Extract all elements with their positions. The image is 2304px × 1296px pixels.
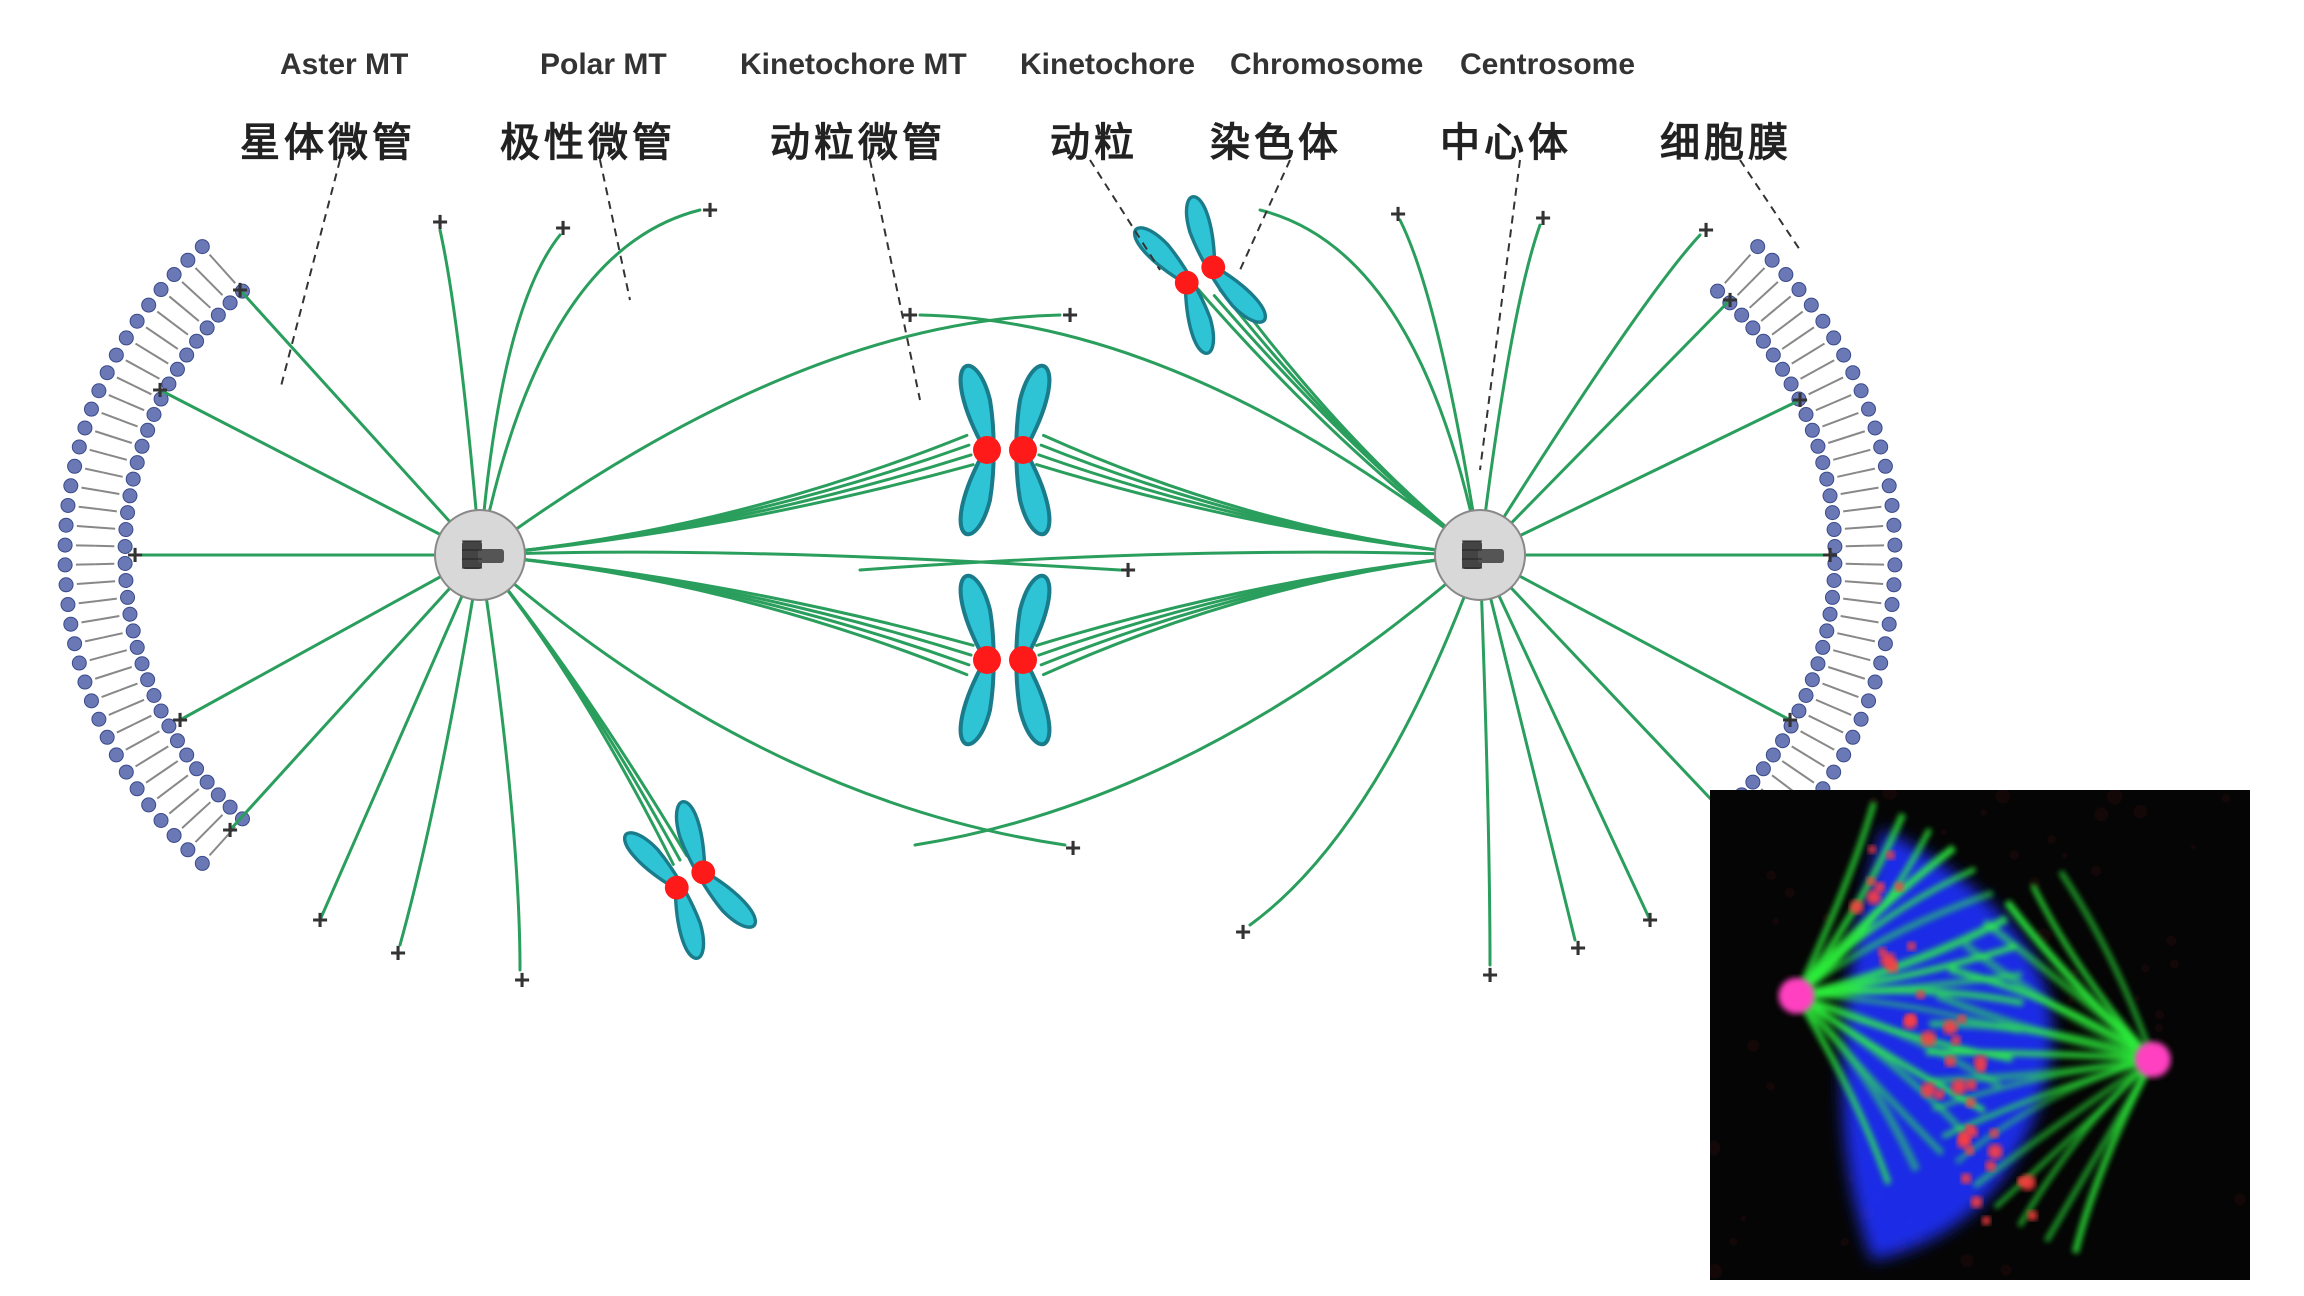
- label-en-aster: Aster MT: [280, 48, 408, 82]
- label-cn-polar_cn: 极性微管: [500, 110, 676, 168]
- plus-end-marker: +: [232, 274, 248, 306]
- plus-end-marker: +: [1120, 554, 1136, 586]
- plus-end-marker: +: [312, 904, 328, 936]
- plus-end-marker: +: [1065, 832, 1081, 864]
- label-cn-kineto_cn: 动粒: [1050, 110, 1138, 168]
- fluorescence-micrograph: [1710, 790, 2250, 1280]
- plus-end-marker: +: [1390, 198, 1406, 230]
- plus-end-marker: +: [1535, 202, 1551, 234]
- label-en-kineto: Kinetochore: [1020, 48, 1195, 82]
- label-en-chromo: Chromosome: [1230, 48, 1423, 82]
- plus-end-marker: +: [127, 539, 143, 571]
- label-en-kineto_mt: Kinetochore MT: [740, 48, 967, 82]
- label-cn-membrane_cn: 细胞膜: [1660, 110, 1792, 168]
- plus-end-marker: +: [514, 964, 530, 996]
- plus-end-marker: +: [152, 374, 168, 406]
- plus-end-marker: +: [390, 937, 406, 969]
- plus-end-marker: +: [702, 194, 718, 226]
- label-cn-kineto_mt_cn: 动粒微管: [770, 110, 946, 168]
- label-cn-aster_cn: 星体微管: [240, 110, 416, 168]
- plus-end-marker: +: [432, 206, 448, 238]
- plus-end-marker: +: [1698, 214, 1714, 246]
- plus-end-marker: +: [555, 212, 571, 244]
- plus-end-marker: +: [1482, 959, 1498, 991]
- label-cn-chromo_cn: 染色体: [1210, 110, 1342, 168]
- plus-end-marker: +: [1062, 299, 1078, 331]
- label-en-polar: Polar MT: [540, 48, 667, 82]
- plus-end-marker: +: [1642, 904, 1658, 936]
- plus-end-marker: +: [1722, 284, 1738, 316]
- plus-end-marker: +: [1822, 539, 1838, 571]
- plus-end-marker: +: [902, 299, 918, 331]
- plus-end-marker: +: [1235, 916, 1251, 948]
- plus-end-marker: +: [1570, 932, 1586, 964]
- plus-end-marker: +: [1792, 384, 1808, 416]
- label-cn-centro_cn: 中心体: [1440, 110, 1572, 168]
- plus-end-marker: +: [1782, 704, 1798, 736]
- plus-end-marker: +: [172, 704, 188, 736]
- plus-end-marker: +: [222, 814, 238, 846]
- label-en-centro: Centrosome: [1460, 48, 1635, 82]
